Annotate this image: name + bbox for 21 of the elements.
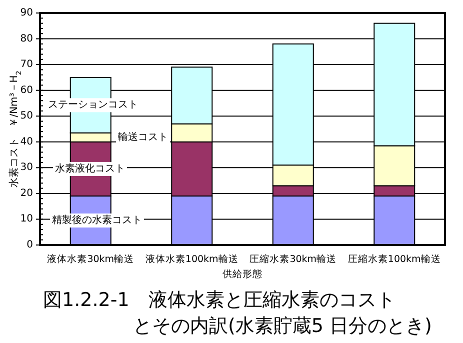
- series-label: 輸送コスト: [118, 130, 168, 143]
- y-tick-label: 80: [20, 33, 33, 44]
- series-label: ステーションコスト: [48, 100, 138, 111]
- x-tick-label: 液体水素30km輸送: [47, 253, 134, 265]
- text: とその内訳(水素貯蔵5 日分のとき): [133, 315, 432, 337]
- x-tick-label: 圧縮水素30km輸送: [250, 253, 337, 265]
- y-tick-label: 60: [20, 84, 33, 96]
- y-tick-label: 40: [20, 136, 33, 148]
- series-label: 精製後の水素コスト: [52, 214, 142, 226]
- y-tick-label: 90: [20, 8, 33, 18]
- x-tick-label: 圧縮水素100km輸送: [348, 253, 441, 265]
- y-tick-label: 20: [20, 188, 33, 199]
- y-tick-label: 10: [20, 214, 33, 225]
- x-tick-label: 液体水素100km輸送: [145, 253, 238, 265]
- x-axis-title: 供給形態: [222, 268, 262, 280]
- y-tick-label: 50: [20, 110, 33, 122]
- text: 図1.2.2-1 液体水素と圧縮水素のコスト: [43, 289, 396, 311]
- y-tick-label: 70: [20, 59, 33, 70]
- y-tick-label: 0: [26, 240, 33, 250]
- y-tick-label: 30: [20, 162, 33, 174]
- series-label: 水素液化コスト: [55, 162, 125, 174]
